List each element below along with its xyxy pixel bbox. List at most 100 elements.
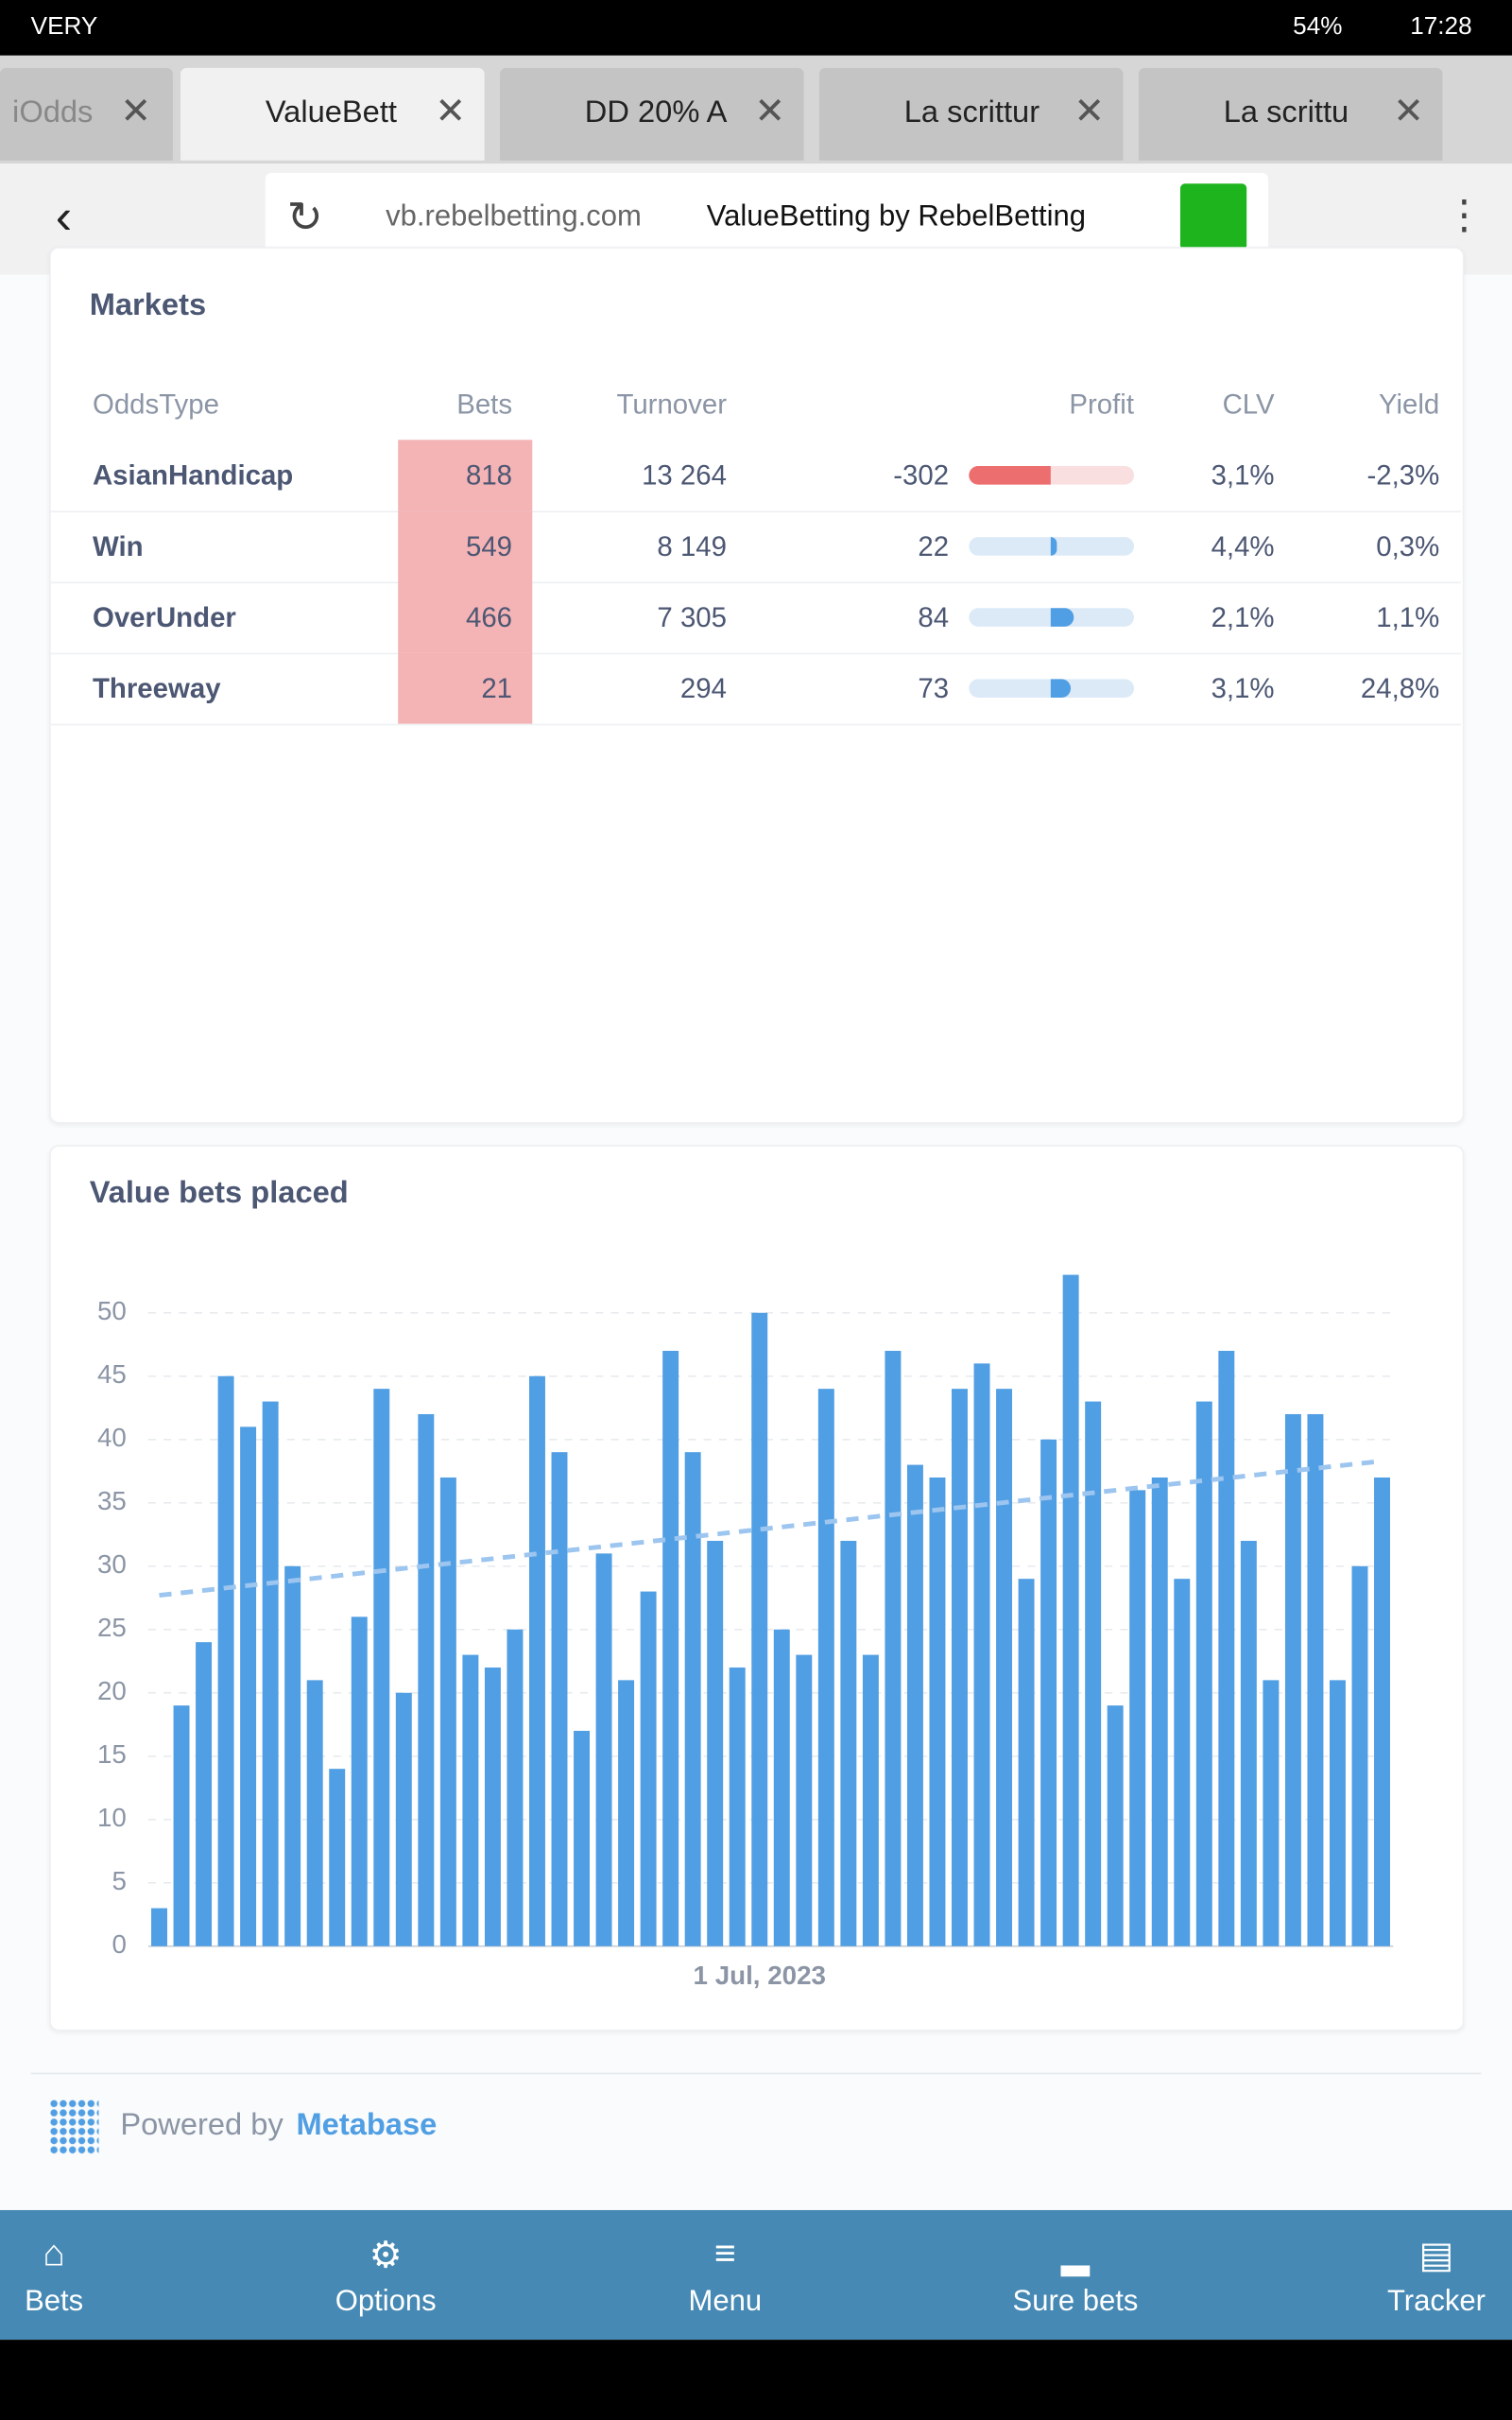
row-border <box>49 723 1462 726</box>
tab-close[interactable]: ✕ <box>435 91 467 133</box>
tab[interactable] <box>0 67 173 161</box>
column-header[interactable]: Turnover <box>616 389 727 421</box>
status-bar <box>0 0 1512 56</box>
column-header[interactable]: Profit <box>1069 389 1134 421</box>
column-header[interactable]: OddsType <box>92 389 219 421</box>
bar <box>1085 1401 1102 1946</box>
cell: 1,1% <box>1376 601 1440 633</box>
cell: 8 149 <box>657 530 727 562</box>
cell: Win <box>92 530 144 562</box>
bar <box>729 1667 746 1946</box>
nav-label[interactable]: Bets <box>25 2285 84 2319</box>
bar <box>773 1629 790 1946</box>
cell: 3,1% <box>1211 459 1275 492</box>
chart-title: Value bets placed <box>89 1176 349 1210</box>
bar <box>151 1908 167 1946</box>
bar <box>196 1642 213 1946</box>
bar <box>1018 1579 1035 1946</box>
bar <box>418 1413 435 1946</box>
bar <box>684 1452 701 1946</box>
bar <box>1351 1565 1368 1946</box>
bar <box>1284 1413 1301 1946</box>
tab[interactable] <box>180 67 485 161</box>
nav-icon[interactable]: ▤ <box>1418 2235 1454 2277</box>
bar <box>551 1452 568 1946</box>
bar <box>751 1312 768 1946</box>
column-header[interactable]: Bets <box>456 389 513 421</box>
tab[interactable] <box>818 67 1124 161</box>
page-title: ValueBetting by RebelBetting <box>706 200 1087 233</box>
y-tick-label: 0 <box>112 1929 126 1959</box>
bar <box>1174 1579 1191 1946</box>
bets-cell <box>398 581 533 653</box>
reload[interactable]: ↻ <box>286 193 323 241</box>
x-tick-label: 1 Jul, 2023 <box>694 1961 826 1990</box>
bar <box>306 1680 323 1946</box>
bar <box>618 1680 635 1946</box>
y-tick-label: 15 <box>97 1739 127 1769</box>
bar <box>1195 1401 1212 1946</box>
nav-bar <box>0 2209 1512 2341</box>
bar <box>796 1654 813 1946</box>
menu-dots[interactable]: ⋮ <box>1444 191 1485 238</box>
bar <box>574 1730 590 1946</box>
tab[interactable] <box>499 67 804 161</box>
nav-label[interactable]: Sure bets <box>1012 2285 1139 2319</box>
cell: AsianHandicap <box>92 459 294 492</box>
nav-icon[interactable]: ⚙ <box>369 2235 403 2277</box>
metabase-logo <box>49 2099 99 2155</box>
y-tick-label: 45 <box>97 1359 127 1389</box>
nav-label[interactable]: Menu <box>688 2285 763 2319</box>
tab-label: ValueBett <box>265 95 397 130</box>
bar <box>484 1667 501 1946</box>
trend-line <box>159 1459 1383 1599</box>
row-border <box>49 510 1462 513</box>
y-tick-label: 5 <box>112 1866 126 1895</box>
nav-label[interactable]: Tracker <box>1386 2285 1486 2319</box>
nav-icon[interactable]: ≡ <box>713 2233 736 2275</box>
bets-cell <box>398 652 533 724</box>
tab-close[interactable]: ✕ <box>120 91 152 133</box>
bar <box>1307 1413 1324 1946</box>
bar <box>640 1591 657 1946</box>
lock-icon <box>1179 183 1247 251</box>
bar <box>439 1477 456 1946</box>
bar <box>462 1654 479 1946</box>
tab[interactable] <box>1138 67 1443 161</box>
nav-icon[interactable]: ⌂ <box>43 2233 65 2275</box>
tab-close[interactable]: ✕ <box>1074 91 1106 133</box>
bar <box>1329 1680 1346 1946</box>
nav-label[interactable]: Options <box>335 2285 437 2319</box>
powered-by: Powered by <box>120 2108 284 2143</box>
carrier: VERY <box>30 13 98 41</box>
cell: 0,3% <box>1376 530 1440 562</box>
cell: 13 264 <box>642 459 727 492</box>
tab-close[interactable]: ✕ <box>1393 91 1425 133</box>
bar <box>1374 1477 1390 1946</box>
bar <box>817 1389 834 1946</box>
tab-close[interactable]: ✕ <box>754 91 786 133</box>
cell: -302 <box>893 459 950 492</box>
column-header[interactable]: Yield <box>1379 389 1440 421</box>
bar <box>395 1692 412 1946</box>
profit-bar <box>969 466 1051 485</box>
column-header[interactable]: CLV <box>1222 389 1275 421</box>
back-button[interactable]: ‹ <box>55 188 73 244</box>
bets-cell <box>398 440 533 511</box>
cell: 84 <box>918 601 950 633</box>
cell: 818 <box>465 459 513 492</box>
markets-card <box>49 247 1465 1124</box>
bar <box>1040 1439 1057 1946</box>
tab-label: DD 20% A <box>584 95 728 130</box>
url: vb.rebelbetting.com <box>386 200 642 233</box>
bar <box>373 1389 390 1946</box>
nav-icon[interactable]: ▂ <box>1060 2235 1091 2277</box>
bar <box>840 1540 857 1946</box>
cell: 21 <box>481 672 513 704</box>
bar <box>1107 1705 1124 1946</box>
y-tick-label: 35 <box>97 1486 127 1515</box>
bar <box>284 1565 301 1946</box>
cell: 24,8% <box>1360 672 1440 704</box>
brand[interactable]: Metabase <box>296 2108 438 2143</box>
